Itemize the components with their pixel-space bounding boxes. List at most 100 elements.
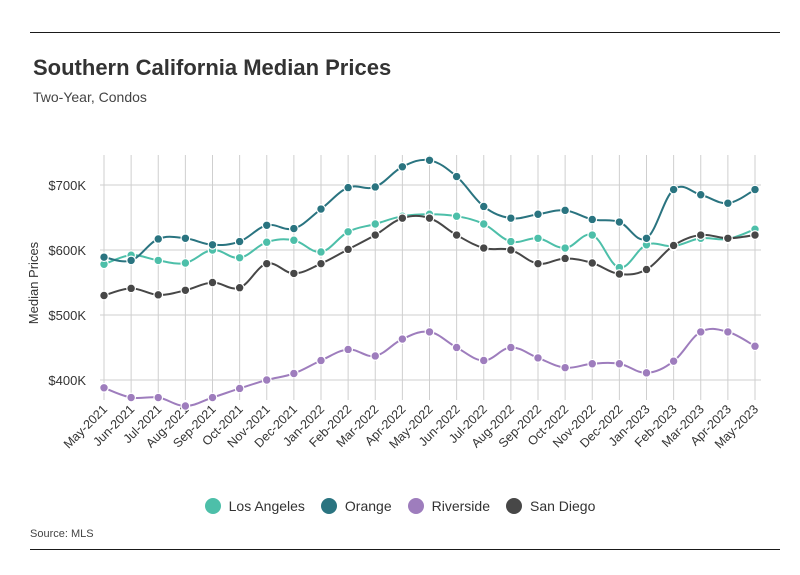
data-point-orange (641, 233, 652, 244)
y-tick-label: $700K (48, 178, 86, 193)
data-point-san-diego (397, 213, 408, 224)
data-point-los-angeles (288, 235, 299, 246)
data-point-los-angeles (343, 226, 354, 237)
data-point-riverside (641, 367, 652, 378)
data-point-san-diego (668, 240, 679, 251)
data-point-san-diego (424, 213, 435, 224)
data-point-los-angeles (505, 236, 516, 247)
legend-label: Los Angeles (228, 498, 305, 514)
data-point-riverside (370, 351, 381, 361)
data-point-san-diego (234, 282, 245, 293)
chart-subtitle: Two-Year, Condos (33, 89, 147, 105)
data-point-orange (261, 220, 272, 231)
source-note: Source: MLS (30, 528, 94, 540)
legend-item-orange: Orange (320, 498, 392, 514)
legend-swatch (505, 498, 522, 514)
data-point-los-angeles (587, 230, 598, 240)
legend: Los Angeles Orange Riverside San Diego (0, 498, 800, 514)
bottom-rule (30, 549, 780, 550)
data-point-san-diego (587, 258, 598, 268)
y-axis-ticks: $400K $500K $600K $700K (48, 178, 86, 388)
data-point-los-angeles (478, 219, 489, 229)
data-point-orange (316, 204, 326, 214)
data-point-san-diego (695, 230, 706, 240)
data-point-los-angeles (316, 247, 326, 257)
data-point-orange (153, 234, 164, 244)
data-point-orange (560, 205, 571, 216)
data-point-riverside (722, 327, 733, 337)
data-point-riverside (234, 383, 245, 394)
data-point-orange (397, 161, 408, 172)
data-point-san-diego (180, 285, 191, 296)
data-point-riverside (153, 392, 164, 403)
data-point-los-angeles (533, 233, 543, 244)
legend-label: San Diego (529, 498, 596, 514)
data-point-orange (424, 155, 435, 166)
data-point-riverside (316, 355, 326, 366)
legend-swatch (320, 498, 337, 514)
data-point-san-diego (533, 258, 543, 269)
data-point-riverside (99, 382, 109, 393)
data-point-los-angeles (560, 243, 571, 253)
data-point-orange (722, 198, 733, 209)
data-point-los-angeles (153, 255, 164, 266)
data-point-los-angeles (180, 258, 191, 268)
data-point-san-diego (343, 244, 354, 255)
data-point-orange (99, 252, 109, 263)
data-point-riverside (614, 358, 625, 369)
data-point-orange (505, 213, 516, 224)
data-point-riverside (397, 334, 408, 344)
data-point-orange (288, 223, 299, 234)
data-point-san-diego (99, 290, 109, 301)
data-point-riverside (668, 356, 679, 367)
data-point-orange (533, 209, 543, 220)
data-point-riverside (478, 355, 489, 366)
y-tick-label: $600K (48, 243, 86, 258)
data-point-riverside (560, 362, 571, 373)
data-point-orange (587, 214, 598, 225)
series-points (99, 155, 760, 411)
legend-item-san-diego: San Diego (505, 498, 596, 514)
data-point-orange (750, 184, 760, 195)
data-point-orange (370, 182, 381, 192)
data-point-san-diego (451, 230, 462, 240)
data-point-riverside (451, 342, 462, 353)
data-point-san-diego (641, 264, 652, 275)
data-point-san-diego (722, 233, 733, 244)
data-point-riverside (343, 344, 354, 355)
legend-swatch (204, 498, 221, 514)
data-point-orange (695, 189, 706, 200)
data-point-riverside (180, 401, 191, 411)
legend-label: Riverside (431, 498, 490, 514)
data-point-orange (478, 201, 489, 212)
top-rule (30, 32, 780, 33)
data-point-san-diego (288, 268, 299, 279)
data-point-san-diego (560, 253, 571, 264)
data-point-riverside (505, 342, 516, 353)
data-point-orange (451, 171, 462, 182)
data-point-san-diego (750, 230, 760, 240)
data-point-san-diego (614, 269, 625, 279)
data-point-riverside (750, 341, 760, 352)
data-point-san-diego (207, 277, 218, 288)
data-point-orange (614, 217, 625, 227)
data-point-riverside (695, 327, 706, 337)
data-point-san-diego (478, 243, 489, 253)
y-tick-label: $400K (48, 373, 86, 388)
data-point-riverside (288, 368, 299, 379)
legend-swatch (407, 498, 424, 514)
chart-title: Southern California Median Prices (33, 55, 392, 80)
legend-label: Orange (344, 498, 392, 514)
data-point-los-angeles (261, 237, 272, 248)
data-point-riverside (126, 392, 137, 403)
data-point-riverside (587, 358, 598, 369)
data-point-riverside (424, 327, 435, 337)
data-point-san-diego (261, 258, 272, 269)
data-point-orange (668, 184, 679, 195)
data-point-los-angeles (451, 211, 462, 222)
data-point-orange (234, 236, 245, 247)
x-axis-ticks: May-2021Jun-2021Jul-2021Aug-2021Sep-2021… (61, 402, 761, 451)
data-point-san-diego (126, 283, 137, 294)
data-point-orange (180, 233, 191, 244)
